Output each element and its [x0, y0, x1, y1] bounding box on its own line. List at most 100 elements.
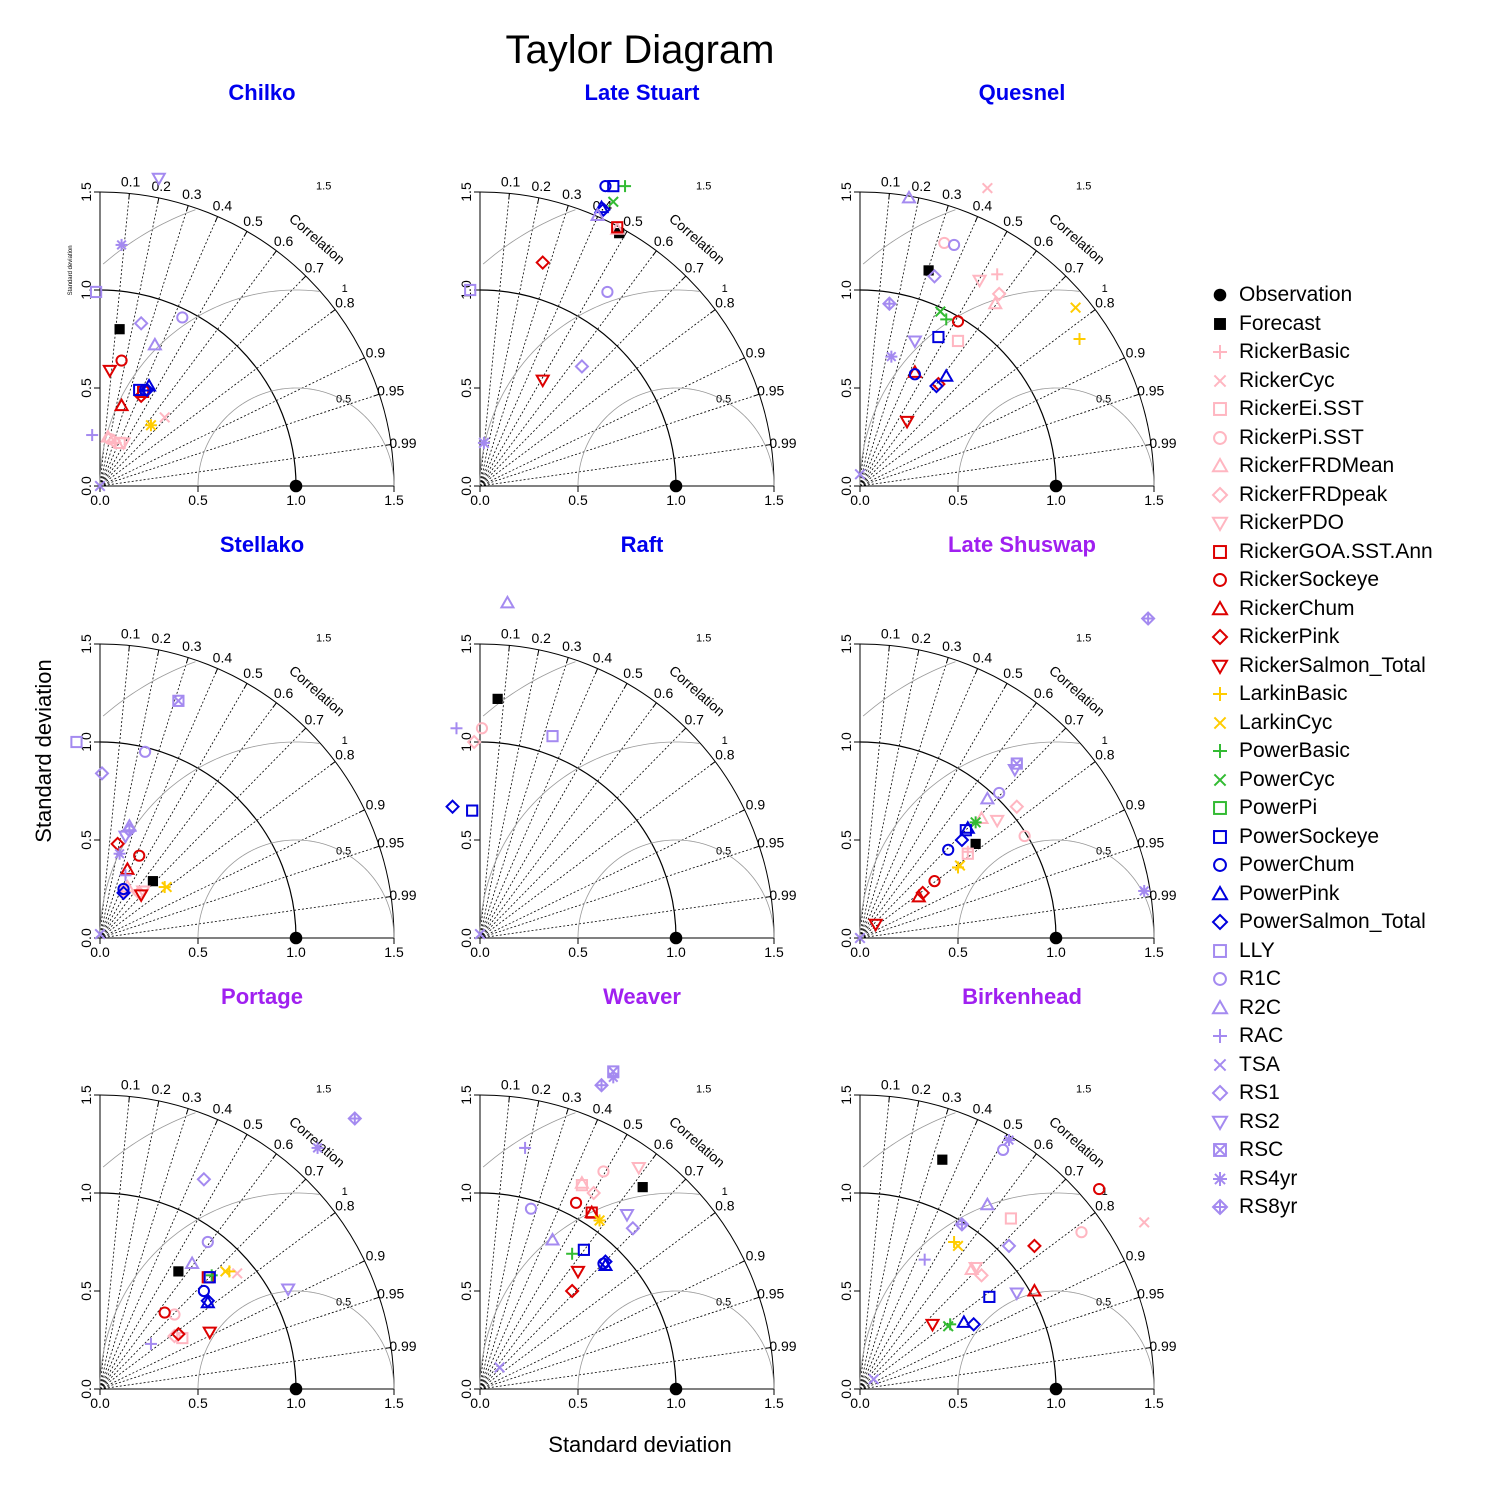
point-rs1	[574, 359, 590, 374]
correlation-label: 0.7	[1064, 711, 1084, 727]
correlation-ray	[859, 683, 1008, 939]
correlation-label: 0.6	[1034, 233, 1054, 249]
point-rickerchum	[113, 397, 130, 412]
correlation-tick	[157, 197, 160, 204]
point-rickerpi-sst	[597, 1165, 610, 1178]
correlation-tick	[1118, 809, 1125, 813]
point-tsa	[478, 437, 490, 449]
correlation-ray	[99, 845, 380, 939]
y-tick-label: 0.0	[458, 1379, 474, 1399]
legend-symbol	[1213, 345, 1227, 360]
legend-symbol	[1213, 374, 1227, 388]
rms-label: 0.5	[336, 394, 351, 406]
correlation-tick	[1032, 702, 1037, 708]
point-r1c	[996, 1143, 1010, 1156]
point-rickerpi-sst	[168, 1308, 181, 1321]
correlation-label: 0.5	[243, 213, 263, 229]
correlation-ray	[859, 1100, 920, 1390]
legend-symbol	[1213, 943, 1227, 958]
correlation-label: 0.1	[501, 1077, 521, 1093]
correlation-tick	[1145, 444, 1152, 446]
correlation-ray	[479, 1100, 540, 1390]
legend-item-forecast: Forecast	[1207, 310, 1433, 339]
correlation-tick	[385, 444, 392, 446]
legend-label: RS2	[1239, 1109, 1280, 1133]
correlation-ray	[859, 309, 1096, 487]
taylor-panel-raft: 0.00.0 0.5 0.5 1.0 1.0 1.5 1.5 0.1 0.2 0.3 0.4 0.5 0…	[445, 594, 797, 960]
legend-item-rsc: RSC	[1207, 1136, 1433, 1165]
x-tick-label: 0.5	[568, 492, 588, 508]
point-powerpink	[960, 820, 976, 834]
y-tick-label: 0.0	[78, 476, 94, 496]
point-r1c	[947, 238, 961, 252]
correlation-tick	[385, 1347, 392, 1349]
correlation-label: 0.6	[1034, 1136, 1054, 1152]
correlation-label: 0.4	[973, 1101, 993, 1117]
y-tick-label: 1.0	[78, 1183, 94, 1203]
point-rs1	[94, 765, 110, 781]
point-rickerpdo	[967, 1261, 984, 1276]
correlation-tick	[373, 1296, 380, 1300]
rms-arc	[197, 839, 395, 939]
correlation-tick	[974, 668, 979, 675]
point-larkincyc	[145, 419, 157, 431]
rms-arc	[862, 1112, 956, 1168]
correlation-tick	[358, 809, 365, 813]
point-rs4yr	[1002, 1134, 1015, 1147]
correlation-label: 0.5	[623, 213, 643, 229]
correlation-ray	[479, 231, 628, 487]
legend-label: RSC	[1239, 1138, 1284, 1162]
correlation-label: 0.2	[911, 178, 931, 194]
correlation-tick	[565, 657, 569, 664]
point-rickerfrdmean	[987, 295, 1003, 310]
point-rickerfrdpeak	[466, 734, 482, 750]
legend-item-powercyc: PowerCyc	[1207, 766, 1433, 795]
x-tick-label: 1.0	[1046, 492, 1066, 508]
y-tick-label: 0.5	[458, 1281, 474, 1301]
correlation-label: 0.99	[389, 887, 416, 903]
point-powercyc	[970, 816, 982, 828]
point-rickersalmon-total	[534, 374, 551, 389]
correlation-tick	[272, 250, 277, 256]
legend-symbol	[1213, 573, 1227, 588]
outer-arc	[99, 643, 395, 939]
point-r1c	[601, 285, 614, 299]
correlation-label: 0.9	[746, 797, 766, 813]
legend-marker-rickerpink	[1211, 628, 1229, 646]
correlation-label: 0.6	[654, 1136, 674, 1152]
point-rs2	[280, 1283, 296, 1298]
correlation-tick	[330, 1212, 336, 1217]
correlation-tick	[753, 845, 760, 849]
correlation-tick	[508, 645, 510, 652]
x-tick-label: 1.5	[1144, 944, 1164, 960]
correlation-tick	[1032, 250, 1037, 256]
x-tick-label: 0.0	[470, 944, 490, 960]
rms-arc	[197, 387, 395, 487]
rms-label: 1.5	[1076, 632, 1091, 644]
correlation-label: 0.1	[881, 174, 901, 190]
correlation-tick	[243, 231, 248, 237]
correlation-tick	[1145, 896, 1152, 898]
point-rickerei-sst	[1004, 1212, 1018, 1225]
point-rsc	[172, 694, 185, 707]
outer-arc	[99, 191, 395, 487]
y-tick-label: 1.5	[78, 1085, 94, 1105]
legend-marker-rickersalmon-total	[1211, 659, 1229, 675]
point-powersockeye	[932, 330, 945, 344]
x-tick-label: 0.0	[90, 1395, 110, 1411]
correlation-tick	[214, 668, 219, 675]
legend-symbol	[1213, 716, 1227, 730]
rms-label: 1.5	[696, 180, 711, 192]
correlation-label: 0.3	[182, 638, 202, 654]
x-tick-label: 0.0	[850, 492, 870, 508]
taylor-panel-stellako: 0.00.0 0.5 0.5 1.0 1.0 1.5 1.5 0.1 0.2 0.3 0.4 0.5 0…	[70, 626, 417, 960]
correlation-tick	[1003, 683, 1008, 689]
correlation-ray	[479, 896, 772, 939]
correlation-tick	[738, 357, 745, 361]
legend-symbol	[1213, 801, 1227, 816]
correlation-ray	[99, 1296, 380, 1390]
legend-symbol	[1211, 659, 1229, 675]
point-larkinbasic	[1073, 333, 1086, 345]
x-tick-label: 0.0	[470, 492, 490, 508]
panel-title-raft: Raft	[620, 532, 664, 557]
